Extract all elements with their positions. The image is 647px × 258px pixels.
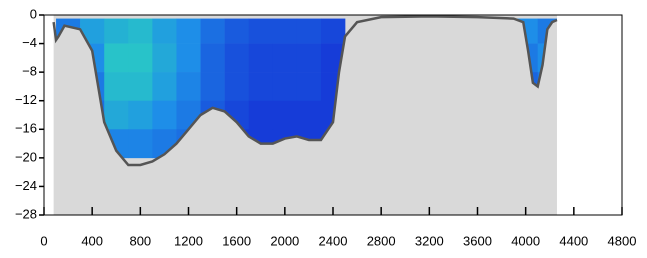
x-tick-label: 2800 — [367, 233, 396, 248]
y-tick-label: 0 — [30, 6, 37, 21]
heat-cell — [104, 44, 128, 73]
heat-cell — [128, 44, 152, 73]
x-tick-label: 1200 — [174, 233, 203, 248]
heat-cell — [297, 44, 321, 73]
y-tick-label: −16 — [15, 121, 37, 136]
x-tick-label: 0 — [40, 233, 47, 248]
heat-cell — [152, 19, 176, 44]
x-tick-label: 4000 — [511, 233, 540, 248]
x-tick-label: 1600 — [222, 233, 251, 248]
heat-cell — [249, 44, 273, 73]
heat-cell — [273, 101, 297, 130]
heat-cell — [201, 72, 225, 101]
heat-cell — [152, 101, 176, 130]
y-tick-label: −8 — [22, 64, 37, 79]
heat-cell — [201, 44, 225, 73]
heat-cell — [225, 72, 249, 101]
heat-cell — [225, 44, 249, 73]
x-tick-label: 3200 — [415, 233, 444, 248]
heat-cell — [249, 19, 273, 44]
y-tick-label: −28 — [15, 206, 37, 221]
heat-cell — [176, 72, 200, 101]
x-tick-label: 2000 — [270, 233, 299, 248]
heat-cell — [104, 101, 128, 130]
heat-cell — [104, 72, 128, 101]
y-tick-label: −24 — [15, 178, 37, 193]
heat-cell — [273, 19, 297, 44]
heat-cell — [128, 101, 152, 130]
heat-cell — [201, 19, 225, 44]
x-tick-label: 400 — [81, 233, 103, 248]
heat-cell — [273, 72, 297, 101]
heat-cell — [152, 72, 176, 101]
y-tick-label: −4 — [22, 35, 37, 50]
heat-cell — [249, 72, 273, 101]
x-tick-label: 3600 — [463, 233, 492, 248]
y-tick-label: −20 — [15, 149, 37, 164]
heat-cell — [128, 72, 152, 101]
x-tick-label: 4800 — [608, 233, 637, 248]
heat-cell — [128, 129, 152, 158]
x-tick-label: 4400 — [559, 233, 588, 248]
heat-cell — [225, 19, 249, 44]
heat-cell — [321, 19, 345, 44]
heat-cell — [297, 19, 321, 44]
heat-cell — [104, 19, 128, 44]
heat-cell — [297, 72, 321, 101]
heat-cell — [249, 101, 273, 130]
heat-cell — [273, 44, 297, 73]
x-tick-label: 2400 — [319, 233, 348, 248]
heat-cell — [176, 44, 200, 73]
y-tick-label: −12 — [15, 92, 37, 107]
chart: 0−4−8−12−16−20−24−2804008001200160020002… — [0, 0, 647, 258]
heat-cell — [297, 101, 321, 130]
heat-cell — [152, 44, 176, 73]
heat-cell — [176, 19, 200, 44]
heat-cell — [128, 19, 152, 44]
x-tick-label: 800 — [129, 233, 151, 248]
